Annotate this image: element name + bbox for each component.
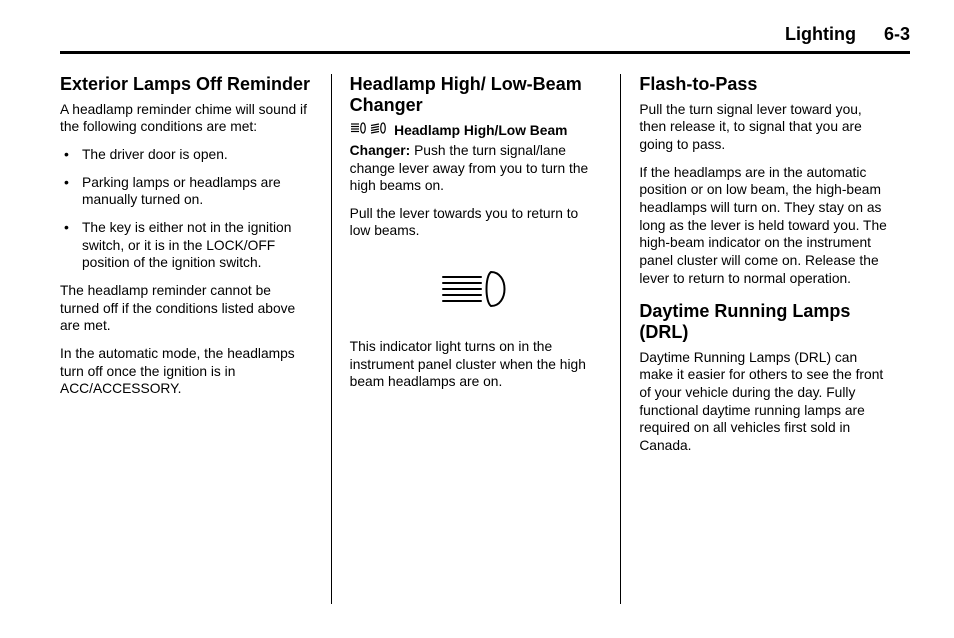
- high-beam-indicator-figure: [350, 268, 603, 310]
- para-high-low-lead: Headlamp High/Low Beam Changer: Push the…: [350, 121, 603, 194]
- list-item: The key is either not in the ignition sw…: [60, 219, 313, 272]
- heading-exterior-lamps-off: Exterior Lamps Off Reminder: [60, 74, 313, 95]
- para-drl: Daytime Running Lamps (DRL) can make it …: [639, 349, 892, 455]
- page-header: Lighting 6-3: [60, 24, 910, 54]
- para-intro: A headlamp reminder chime will sound if …: [60, 101, 313, 136]
- manual-page: Lighting 6-3 Exterior Lamps Off Reminder…: [0, 0, 954, 638]
- column-1: Exterior Lamps Off Reminder A headlamp r…: [60, 74, 331, 604]
- column-3: Flash-to-Pass Pull the turn signal lever…: [620, 74, 910, 604]
- high-beam-icon: [431, 268, 521, 310]
- content-columns: Exterior Lamps Off Reminder A headlamp r…: [60, 74, 910, 604]
- heading-flash-to-pass: Flash-to-Pass: [639, 74, 892, 95]
- heading-high-low-beam: Headlamp High/ Low-Beam Changer: [350, 74, 603, 115]
- heading-drl: Daytime Running Lamps (DRL): [639, 301, 892, 342]
- para-indicator-desc: This indicator light turns on in the ins…: [350, 338, 603, 391]
- para-auto-mode: In the automatic mode, the headlamps tur…: [60, 345, 313, 398]
- para-cannot-turn-off: The headlamp reminder cannot be turned o…: [60, 282, 313, 335]
- list-item: The driver door is open.: [60, 146, 313, 164]
- para-ftp-2: If the headlamps are in the automatic po…: [639, 164, 892, 288]
- header-page-number: 6-3: [884, 24, 910, 45]
- conditions-list: The driver door is open. Parking lamps o…: [60, 146, 313, 272]
- list-item: Parking lamps or headlamps are manually …: [60, 174, 313, 209]
- high-low-beam-inline-icon: [350, 122, 392, 139]
- column-2: Headlamp High/ Low-Beam Changer: [331, 74, 621, 604]
- para-pull-lever: Pull the lever towards you to return to …: [350, 205, 603, 240]
- header-section-title: Lighting: [785, 24, 856, 45]
- para-ftp-1: Pull the turn signal lever toward you, t…: [639, 101, 892, 154]
